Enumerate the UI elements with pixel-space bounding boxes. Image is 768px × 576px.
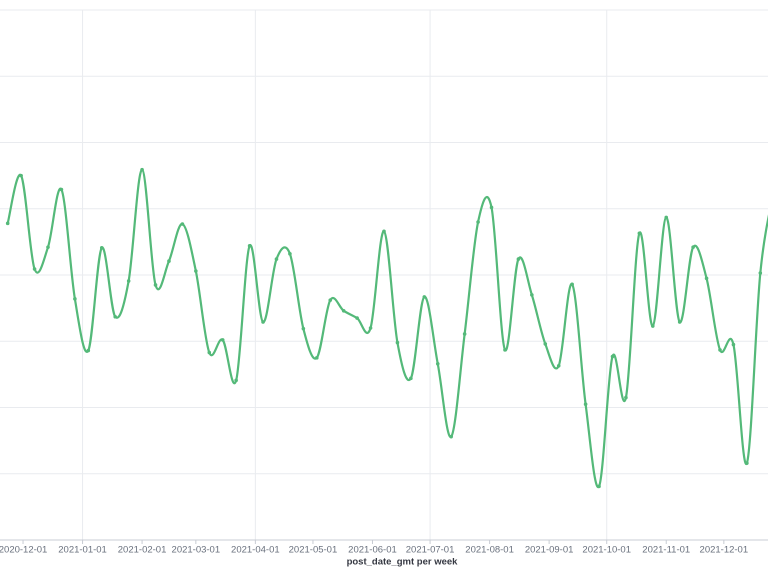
data-point [664,215,669,220]
data-point [220,338,225,342]
x-tick-label: 2021-05-01 [289,545,338,556]
data-point [556,363,561,368]
series-line [6,168,768,488]
data-point [73,297,77,301]
x-tick-label: 2020-12-01 [0,545,47,556]
data-point [422,295,427,299]
data-point [503,348,507,352]
x-tick-label: 2021-02-01 [118,545,167,556]
data-point [315,356,319,360]
data-point [382,229,386,234]
data-point [516,257,521,261]
data-point [59,187,64,192]
x-axis-title: post_date_gmt per week [347,557,459,568]
data-point [489,205,494,210]
data-point [758,271,763,275]
x-tick-label: 2021-07-01 [406,545,455,556]
x-tick-label: 2021-11-01 [642,545,690,556]
x-tick-label: 2021-12-01 [700,545,749,556]
data-point [395,340,400,345]
data-point [167,259,171,263]
data-point [543,342,548,346]
data-point [651,324,655,328]
data-point [435,361,440,366]
x-tick-label: 2021-08-01 [465,545,514,556]
data-point [624,395,628,400]
data-point [449,434,454,439]
data-point [247,244,252,248]
data-point [126,279,131,283]
data-point [462,332,467,336]
data-point [274,257,279,261]
data-point [207,350,212,355]
data-point [610,354,615,359]
data-point [234,378,238,383]
x-tick-label: 2021-09-01 [525,545,574,556]
data-point [194,269,198,273]
data-point [355,316,359,320]
data-point [140,167,144,172]
data-point [704,276,709,281]
data-point [530,293,534,297]
x-tick-label: 2021-04-01 [231,545,280,556]
data-point [718,348,722,352]
data-point [409,376,413,381]
data-point [19,173,23,178]
data-point [677,320,682,324]
data-point [153,283,158,287]
data-point [570,282,574,287]
data-point [288,252,292,256]
x-tick-label: 2021-10-01 [582,545,631,556]
data-point [691,245,695,249]
data-point [113,314,117,319]
data-point [583,402,588,406]
x-tick-label: 2021-06-01 [348,545,397,556]
data-point [328,298,333,302]
data-point [86,348,91,353]
x-tick-label: 2021-03-01 [172,545,221,556]
data-point [301,326,306,331]
data-point [368,326,373,330]
data-point [180,222,185,226]
data-point [32,267,37,271]
x-tick-label: 2021-01-01 [58,545,107,556]
data-point [637,231,642,236]
data-point [476,220,480,224]
data-point [341,308,346,313]
data-point [731,342,736,347]
data-point [597,484,601,489]
data-point [745,461,749,465]
data-point [99,246,104,250]
data-point [261,320,265,324]
data-point [5,221,10,226]
data-point [46,245,50,249]
